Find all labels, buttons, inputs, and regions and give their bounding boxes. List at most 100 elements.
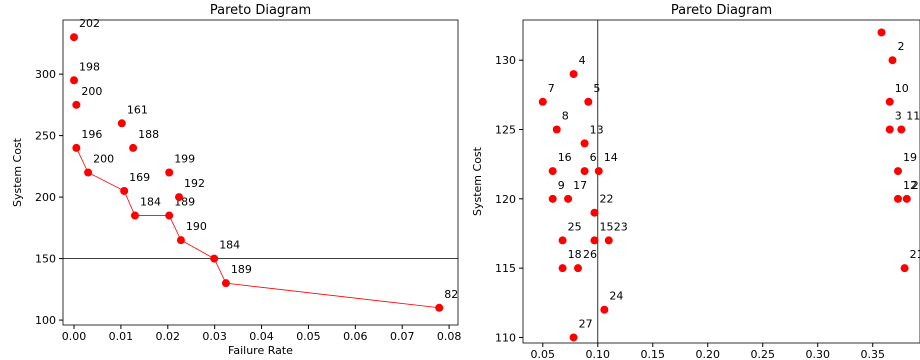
x-tick-label: 0.02 (156, 330, 181, 343)
point-label: 19 (903, 151, 917, 164)
point (84, 168, 93, 177)
point (580, 167, 589, 176)
point (72, 143, 81, 152)
y-axis-label: System Cost (11, 137, 24, 207)
point-label: 190 (186, 220, 207, 233)
point-label: 25 (568, 220, 582, 233)
x-tick-label: 0.30 (805, 348, 830, 360)
point-label: 27 (579, 317, 593, 330)
point (129, 143, 138, 152)
y-tick-label: 125 (495, 124, 516, 137)
point-label: 8 (562, 110, 569, 123)
point-label: 11 (906, 110, 920, 123)
point (569, 333, 578, 342)
point-label: 3 (895, 110, 902, 123)
point-label: 199 (174, 153, 195, 166)
point-label: 6 (590, 151, 597, 164)
point (538, 97, 547, 106)
point (165, 168, 174, 177)
plot-frame (522, 19, 920, 344)
x-tick-label: 0.05 (531, 348, 556, 360)
point (600, 305, 609, 314)
plot-frame (62, 19, 459, 326)
y-axis-label: System Cost (471, 146, 484, 216)
point-label: 196 (81, 128, 102, 141)
point (70, 33, 79, 42)
point (564, 194, 573, 203)
point-label: 4 (579, 54, 586, 67)
point-label: 82 (444, 288, 458, 301)
point-label: 15 (599, 220, 613, 233)
x-axis-label: Failure Rate (228, 344, 293, 357)
point (584, 97, 593, 106)
y-tick-label: 100 (35, 314, 56, 327)
point (165, 211, 174, 220)
point (888, 56, 897, 65)
x-tick-label: 0.04 (249, 330, 274, 343)
point (894, 167, 903, 176)
y-tick-label: 200 (35, 191, 56, 204)
x-tick-label: 0.20 (696, 348, 721, 360)
point-label: 16 (558, 151, 572, 164)
y-tick-label: 130 (495, 54, 516, 67)
point (594, 167, 603, 176)
point-label: 22 (599, 193, 613, 206)
x-tick-label: 0.15 (641, 348, 666, 360)
point-label: 17 (573, 179, 587, 192)
y-tick-label: 300 (35, 68, 56, 81)
point-label: 10 (895, 82, 909, 95)
point-label: 9 (558, 179, 565, 192)
point-label: 13 (590, 123, 604, 136)
y-tick-label: 150 (35, 253, 56, 266)
point-label: 7 (548, 82, 555, 95)
point-label: 5 (593, 82, 600, 95)
point-label: 26 (583, 248, 597, 261)
chart-title: Pareto Diagram (210, 3, 311, 18)
x-tick-label: 0.07 (390, 330, 415, 343)
point-label: 2 (912, 179, 919, 192)
y-tick-label: 250 (35, 130, 56, 143)
point-label: 24 (609, 290, 623, 303)
point (897, 125, 906, 134)
point-label: 18 (568, 248, 582, 261)
point-label: 188 (138, 128, 159, 141)
point-label: 192 (184, 177, 205, 190)
point-label: 14 (604, 151, 618, 164)
x-tick-label: 0.06 (343, 330, 368, 343)
point (552, 125, 561, 134)
point-label: 184 (140, 196, 161, 209)
point (120, 186, 129, 195)
point (176, 236, 185, 245)
point (604, 236, 613, 245)
x-tick-label: 0.00 (62, 330, 87, 343)
point (548, 167, 557, 176)
point-label: 21 (910, 248, 920, 261)
point (900, 264, 909, 273)
point (885, 97, 894, 106)
x-tick-label: 0.08 (437, 330, 462, 343)
point-label: 200 (81, 85, 102, 98)
point-label: 161 (127, 103, 148, 116)
point-label: 189 (231, 263, 252, 276)
point (221, 279, 230, 288)
x-tick-label: 0.03 (202, 330, 227, 343)
point-label: 202 (79, 17, 100, 30)
point (210, 254, 219, 263)
point (435, 303, 444, 312)
point (72, 100, 81, 109)
point (580, 139, 589, 148)
point (902, 194, 911, 203)
point (70, 76, 79, 85)
point (885, 125, 894, 134)
x-tick-label: 0.35 (860, 348, 885, 360)
point (573, 264, 582, 273)
point-label: 184 (219, 239, 240, 252)
point-label: 198 (79, 60, 100, 73)
point (558, 264, 567, 273)
y-tick-label: 110 (495, 331, 516, 344)
point (569, 70, 578, 79)
point (117, 119, 126, 128)
point (894, 194, 903, 203)
